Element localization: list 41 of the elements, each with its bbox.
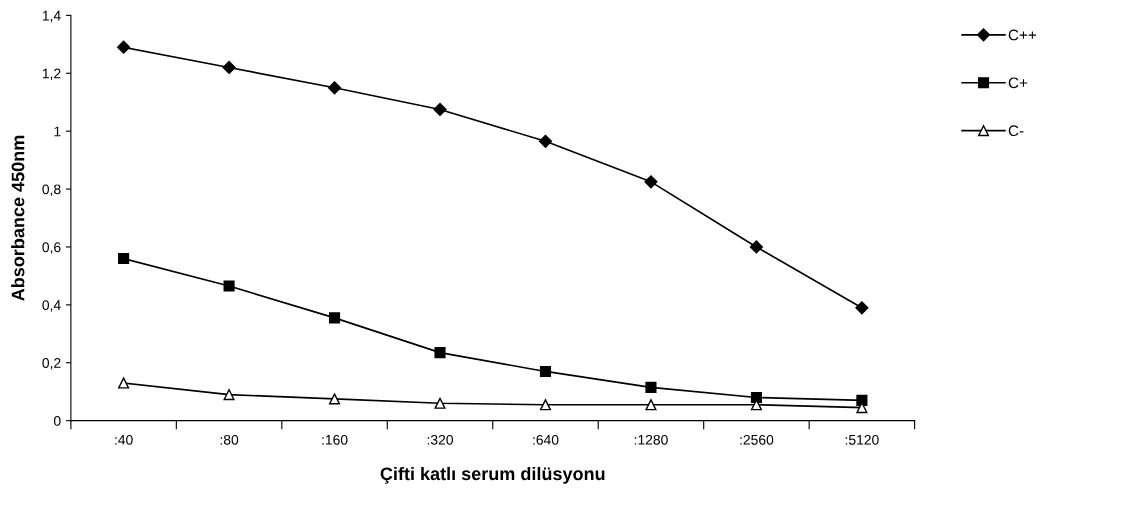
y-tick-label: 1	[54, 126, 61, 137]
y-tick-label: 0,2	[42, 358, 61, 370]
point	[328, 312, 341, 324]
point	[749, 240, 764, 254]
legend-label: C-	[1008, 125, 1024, 137]
point	[644, 175, 658, 189]
point	[118, 252, 130, 265]
point	[855, 301, 869, 315]
point	[328, 393, 341, 405]
point	[223, 280, 235, 292]
legend-label: C++	[1008, 29, 1037, 41]
x-tick-label: :2560	[740, 434, 774, 445]
legend-label: C+	[1008, 77, 1028, 89]
y-tick-label: 0,8	[42, 184, 61, 196]
y-tick-label: 0,4	[42, 300, 61, 312]
point	[645, 381, 657, 393]
point	[327, 81, 342, 95]
point	[645, 399, 657, 411]
x-tick-label: :640	[533, 434, 559, 445]
y-tick-label: 0,6	[42, 242, 61, 254]
y-axis-title: Absorbance 450nm	[11, 135, 25, 301]
point	[434, 347, 446, 359]
x-tick-label: :5120	[845, 434, 879, 445]
x-tick-label: :40	[115, 434, 133, 445]
point	[223, 389, 235, 401]
y-tick-label: 1,2	[42, 68, 61, 81]
y-tick-label: 1,4	[42, 10, 61, 23]
x-tick-label: :320	[427, 434, 453, 445]
y-tick-label: 0	[53, 415, 61, 426]
point	[434, 397, 446, 409]
point	[117, 40, 131, 54]
point	[222, 60, 236, 75]
x-tick-label: :80	[220, 434, 239, 445]
point	[538, 134, 553, 148]
point	[539, 399, 552, 411]
x-tick-label: :1280	[634, 434, 668, 445]
point	[539, 365, 552, 378]
point	[118, 377, 130, 389]
point	[433, 102, 447, 117]
x-tick-label: :160	[322, 434, 348, 445]
x-axis-title: Çifti katlı serum dilüsyonu	[380, 466, 605, 484]
